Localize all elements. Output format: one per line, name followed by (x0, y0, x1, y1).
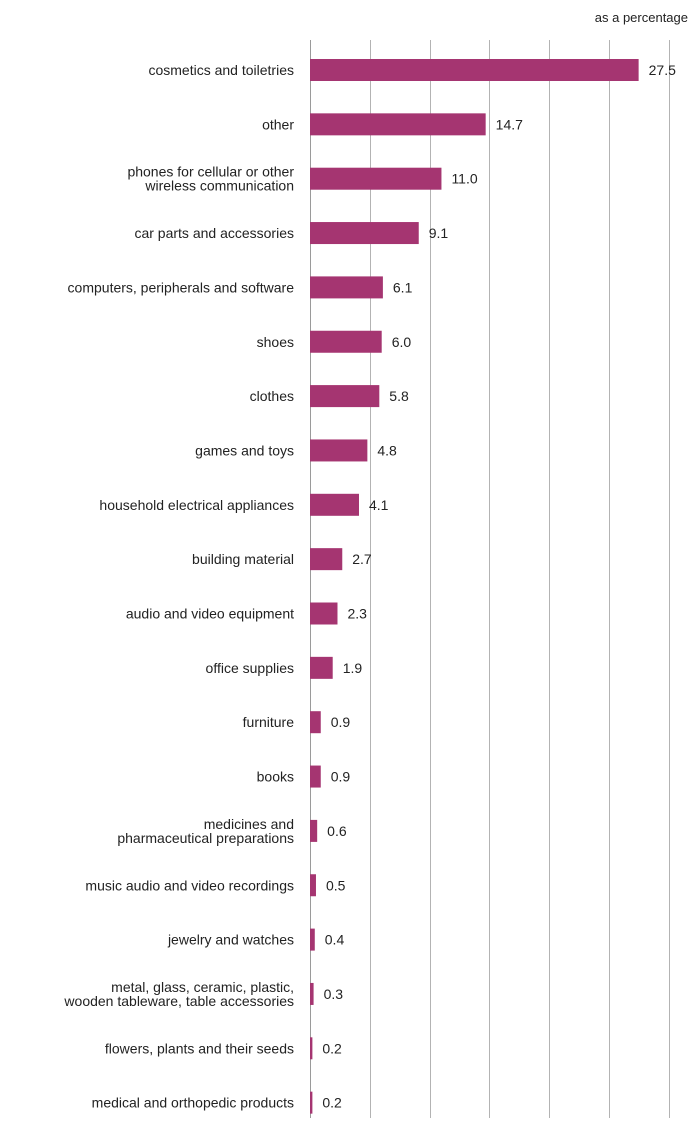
value-label: 2.3 (347, 606, 367, 622)
bar (310, 276, 383, 299)
category-label: metal, glass, ceramic, plastic, wooden ta… (63, 979, 294, 1009)
bar (310, 819, 318, 842)
category-label: furniture (243, 714, 295, 730)
bar (310, 330, 382, 353)
value-label: 6.1 (393, 279, 413, 295)
value-label: 0.2 (322, 1095, 342, 1111)
value-label: 0.3 (324, 986, 344, 1002)
bar (310, 982, 314, 1005)
value-label: 9.1 (429, 225, 449, 241)
category-label: music audio and video recordings (85, 877, 294, 893)
bar (310, 711, 321, 734)
bar (310, 167, 442, 190)
bar (310, 439, 368, 462)
bar (310, 874, 316, 897)
value-label: 4.1 (369, 497, 389, 513)
value-label: 11.0 (451, 171, 477, 187)
value-label: 1.9 (343, 660, 363, 676)
bar (310, 222, 419, 245)
bar (310, 765, 321, 788)
value-labels: 27.5 14.7 11.0 9.1 6.1 6.0 5.8 4.8 4.1 2.7 2.3 1.9 0… (322, 62, 676, 1111)
value-label: 4.8 (377, 442, 397, 458)
category-label: medical and orthopedic products (92, 1095, 294, 1111)
category-label: flowers, plants and their seeds (105, 1040, 294, 1056)
category-label: shoes (257, 334, 294, 350)
bar (310, 548, 343, 571)
category-label: office supplies (206, 660, 294, 676)
bar (310, 493, 359, 516)
bar (310, 113, 486, 136)
bar (310, 385, 380, 408)
value-label: 6.0 (392, 334, 412, 350)
value-label: 0.5 (326, 877, 346, 893)
value-label: 14.7 (496, 116, 523, 132)
category-label: games and toys (195, 442, 294, 458)
category-labels: cosmetics and toiletries other phones for … (63, 62, 294, 1111)
bar (310, 59, 639, 81)
value-label: 0.6 (327, 823, 347, 839)
bar (310, 1091, 313, 1114)
category-label: books (257, 769, 294, 785)
bar (310, 1037, 313, 1060)
category-label: clothes (250, 388, 294, 404)
value-label: 0.9 (331, 769, 351, 785)
category-label: car parts and accessories (134, 225, 294, 241)
unit-label: as a percentage (595, 10, 688, 25)
value-label: 2.7 (352, 551, 372, 567)
value-label: 0.2 (322, 1040, 342, 1056)
bar (310, 602, 338, 625)
category-label: medicines and pharmaceutical preparations (117, 816, 294, 846)
category-label: computers, peripherals and software (68, 279, 295, 295)
value-label: 0.9 (331, 714, 351, 730)
value-label: 5.8 (389, 388, 409, 404)
value-label: 27.5 (649, 62, 676, 78)
category-label: household electrical appliances (99, 497, 294, 513)
category-label: jewelry and watches (167, 932, 294, 948)
bars (310, 59, 639, 1114)
category-label: building material (192, 551, 294, 567)
value-label: 0.4 (325, 932, 345, 948)
category-label: phones for cellular or other wireless com… (127, 164, 294, 194)
bar (310, 928, 315, 951)
category-label: audio and video equipment (126, 606, 294, 622)
bar (310, 656, 333, 679)
category-label: other (262, 116, 294, 132)
gridlines (310, 40, 670, 1118)
category-label: cosmetics and toiletries (148, 62, 294, 78)
